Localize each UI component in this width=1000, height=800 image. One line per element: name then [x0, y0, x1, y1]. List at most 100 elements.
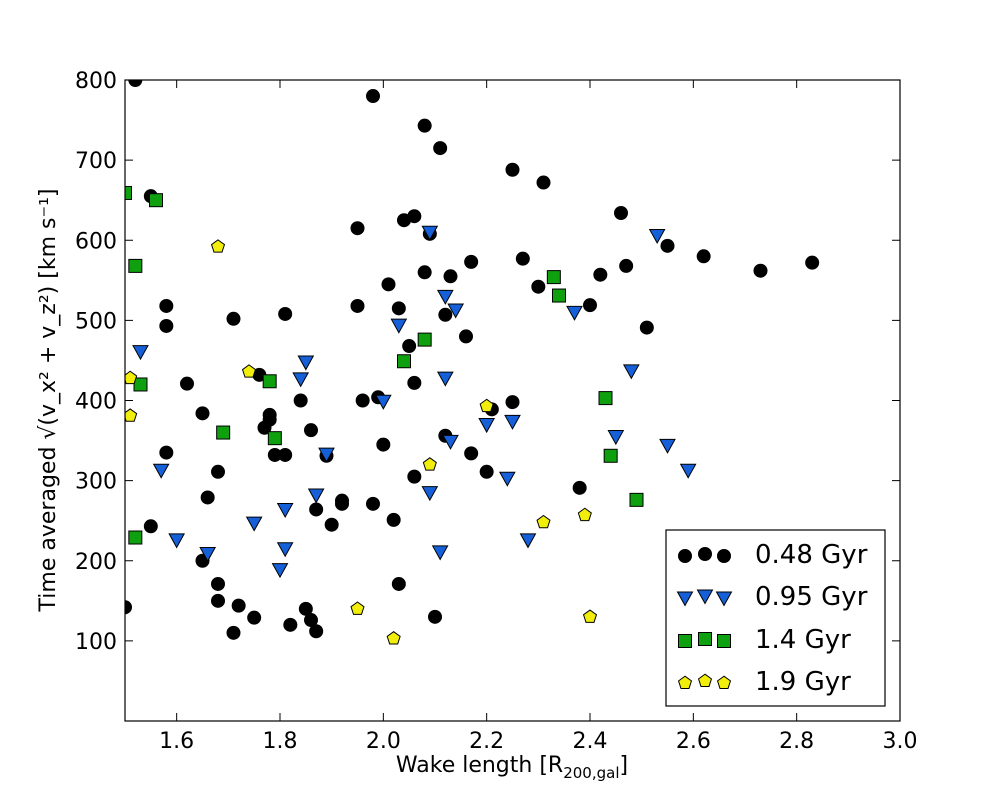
data-point [374, 394, 392, 410]
data-point [648, 228, 666, 244]
data-point [519, 533, 537, 549]
data-point [464, 446, 479, 461]
x-tick-label: 2.2 [469, 729, 504, 754]
data-point [278, 306, 293, 321]
data-point [660, 238, 675, 253]
y-tick-label: 400 [75, 390, 117, 415]
data-point [159, 445, 174, 460]
data-point [159, 298, 174, 313]
data-point [355, 393, 370, 408]
data-point [536, 175, 551, 190]
data-point [210, 239, 226, 253]
x-axis-label: Wake length [R200,gal] [396, 753, 628, 782]
y-axis-label: Time averaged √(v_x² + v_z²) [km s⁻¹] [36, 189, 61, 613]
data-point [278, 447, 293, 462]
data-point [442, 434, 459, 450]
x-axis-label-subscript: 200,gal [563, 764, 619, 782]
data-point [293, 393, 308, 408]
data-point [504, 414, 521, 430]
data-point [211, 593, 225, 608]
data-point [226, 625, 241, 640]
y-tick-label: 500 [75, 309, 117, 334]
data-point [366, 496, 380, 511]
data-point [304, 423, 318, 438]
data-point [417, 265, 432, 280]
data-point [195, 406, 210, 421]
data-point [421, 225, 439, 241]
data-point [366, 89, 380, 104]
data-point [498, 471, 516, 487]
data-point [276, 542, 294, 558]
data-point [619, 258, 634, 273]
x-tick-label: 2.6 [676, 729, 711, 754]
legend-marker-3 [677, 675, 693, 690]
data-point [335, 493, 349, 508]
data-point [350, 601, 365, 615]
data-point [459, 329, 473, 344]
data-point [292, 372, 310, 388]
data-point [262, 412, 277, 427]
legend-marker-3 [716, 675, 732, 690]
legend-label-3: 1.9 Gyr [755, 667, 851, 697]
series-1-9-gyr [125, 239, 598, 645]
data-point [168, 533, 186, 549]
data-point [386, 512, 401, 527]
legend-markers [676, 547, 733, 690]
data-point [128, 80, 143, 87]
data-point [479, 464, 494, 479]
legend-label-1: 0.95 Gyr [755, 582, 868, 612]
data-point [566, 305, 583, 321]
series-0-48-gyr [125, 80, 820, 640]
data-point [245, 516, 263, 532]
data-point [267, 431, 282, 446]
data-point [603, 448, 618, 463]
legend: 0.48 Gyr 0.95 Gyr 1.4 Gyr 1.9 Gyr [665, 529, 886, 707]
data-point [531, 279, 546, 294]
data-point [143, 519, 158, 534]
data-point [464, 254, 479, 269]
x-tick-label: 3.0 [883, 729, 918, 754]
legend-marker-0 [698, 547, 712, 561]
y-tick-label: 300 [75, 470, 117, 495]
data-point [247, 610, 262, 625]
data-point [582, 609, 598, 623]
data-point [381, 277, 396, 292]
data-point [297, 355, 315, 371]
data-point [607, 430, 625, 446]
data-point [622, 364, 640, 380]
data-point [128, 258, 143, 273]
legend-marker-2 [698, 632, 712, 646]
legend-marker-2 [678, 634, 692, 648]
data-point [324, 517, 339, 532]
data-point [271, 563, 289, 579]
legend-marker-3 [697, 673, 713, 688]
data-point [407, 209, 422, 224]
data-point [639, 320, 654, 335]
data-point [417, 118, 432, 133]
data-point [318, 447, 335, 463]
data-point [307, 488, 325, 504]
x-tick-label: 2.8 [779, 729, 814, 754]
data-point [211, 464, 225, 479]
data-point [133, 377, 148, 392]
data-point [149, 193, 163, 208]
legend-marker-1 [676, 591, 694, 607]
data-point [276, 502, 294, 518]
series-1-4-gyr [125, 185, 644, 545]
data-point [159, 318, 174, 333]
series-0-95-gyr [132, 225, 697, 579]
axis-ticks: 1.6 1.8 2.0 2.2 2.4 2.6 2.8 3.0 100 200 300 400 500 6… [75, 69, 918, 754]
data-point [577, 507, 592, 522]
legend-marker-0 [717, 549, 731, 563]
data-point [226, 311, 241, 326]
data-point [391, 576, 406, 591]
data-point [629, 492, 644, 507]
data-point [696, 249, 711, 264]
data-point [421, 486, 439, 502]
legend-marker-0 [678, 549, 692, 563]
x-tick-label: 1.6 [159, 729, 194, 754]
data-point [536, 514, 551, 529]
data-point [350, 298, 365, 313]
data-point [180, 376, 194, 391]
data-point [546, 270, 561, 285]
